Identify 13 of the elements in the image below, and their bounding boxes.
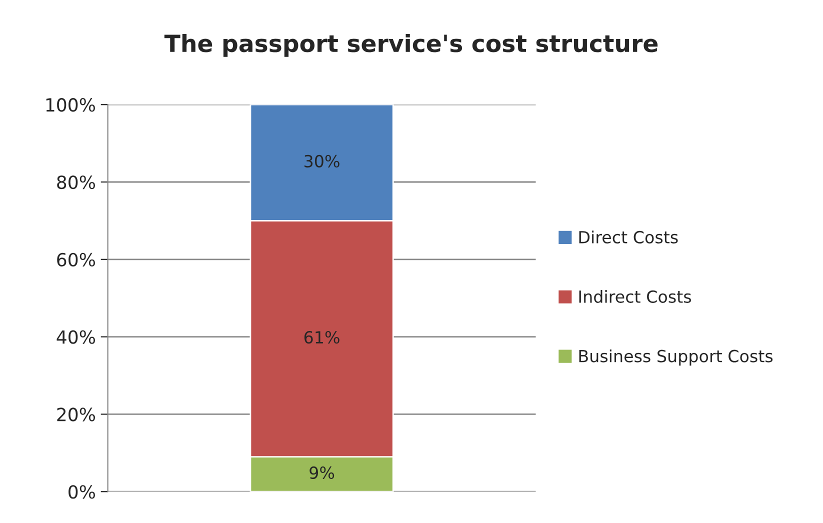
legend-label: Business Support Costs bbox=[579, 350, 773, 366]
y-tick-label: 80% bbox=[57, 175, 96, 190]
data-label: 9% bbox=[310, 466, 334, 480]
data-label: 30% bbox=[304, 154, 340, 168]
y-tick-label: 0% bbox=[68, 485, 96, 499]
legend-label: Direct Costs bbox=[579, 230, 678, 244]
y-tick-label: 40% bbox=[56, 330, 96, 344]
data-label: 61% bbox=[304, 330, 340, 344]
chart-title: The passport service's cost structure bbox=[164, 34, 658, 57]
legend-label: Indirect Costs bbox=[579, 290, 692, 303]
y-tick-label: 60% bbox=[57, 252, 96, 267]
y-tick-label: 20% bbox=[57, 408, 96, 422]
y-tick-label: 100% bbox=[46, 98, 96, 112]
